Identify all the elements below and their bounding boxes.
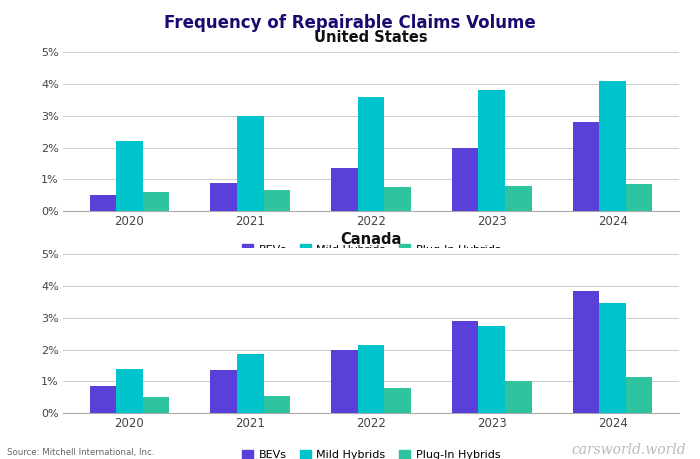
Bar — [211, 183, 237, 211]
Bar — [90, 195, 116, 211]
Bar — [263, 190, 290, 211]
Bar — [116, 141, 143, 211]
Bar — [263, 396, 290, 413]
Title: Canada: Canada — [340, 232, 402, 246]
Bar — [358, 345, 384, 413]
Bar — [626, 376, 652, 413]
Bar — [143, 397, 169, 413]
Bar — [479, 90, 505, 211]
Bar — [505, 186, 531, 211]
Legend: BEVs, Mild Hybrids, Plug-In Hybrids: BEVs, Mild Hybrids, Plug-In Hybrids — [237, 445, 505, 459]
Bar — [384, 187, 411, 211]
Bar — [599, 81, 626, 211]
Text: Source: Mitchell International, Inc.: Source: Mitchell International, Inc. — [7, 448, 155, 457]
Bar — [599, 303, 626, 413]
Text: carsworld.world: carsworld.world — [571, 442, 686, 457]
Bar — [90, 386, 116, 413]
Bar — [116, 369, 143, 413]
Legend: BEVs, Mild Hybrids, Plug-In Hybrids: BEVs, Mild Hybrids, Plug-In Hybrids — [237, 240, 505, 259]
Bar — [237, 354, 263, 413]
Bar — [143, 192, 169, 211]
Bar — [211, 370, 237, 413]
Text: Frequency of Repairable Claims Volume: Frequency of Repairable Claims Volume — [164, 14, 536, 32]
Bar — [331, 168, 358, 211]
Bar — [331, 350, 358, 413]
Bar — [573, 122, 599, 211]
Bar — [479, 326, 505, 413]
Bar — [573, 291, 599, 413]
Title: United States: United States — [314, 30, 428, 45]
Bar — [452, 148, 479, 211]
Bar — [358, 97, 384, 211]
Bar — [237, 116, 263, 211]
Bar — [626, 184, 652, 211]
Bar — [384, 388, 411, 413]
Bar — [452, 321, 479, 413]
Bar — [505, 381, 531, 413]
